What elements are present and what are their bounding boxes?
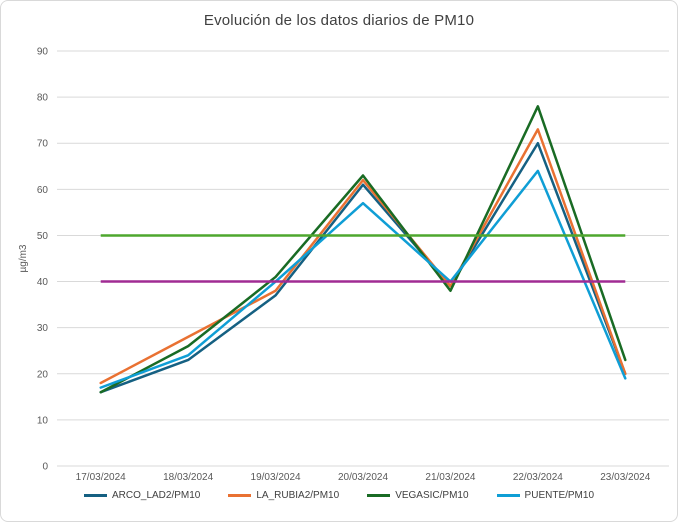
legend-label: ARCO_LAD2/PM10 — [111, 490, 201, 501]
legend-line-swatch-icon — [367, 494, 391, 497]
y-axis-tick-label: 0 — [42, 462, 48, 473]
x-axis-tick-label: 22/03/2024 — [513, 472, 563, 483]
legend-item-la-rubia2-pm10[interactable]: LA_RUBIA2/PM10 — [228, 490, 339, 501]
y-axis-tick-label: 20 — [37, 369, 49, 380]
legend-line-swatch-icon — [228, 494, 252, 497]
series-line-vegasic-pm10[interactable] — [99, 105, 627, 394]
y-axis-tick-label: 80 — [37, 93, 49, 104]
x-axis-tick-label: 19/03/2024 — [251, 472, 301, 483]
x-axis-tick-label: 20/03/2024 — [338, 472, 388, 483]
series-line-puente-pm10[interactable] — [99, 169, 627, 389]
x-axis-tick-label: 18/03/2024 — [163, 472, 213, 483]
series-line-la-rubia2-pm10[interactable] — [99, 128, 627, 385]
x-axis-tick-label: 23/03/2024 — [600, 472, 650, 483]
legend-label: PUENTE/PM10 — [524, 490, 595, 501]
legend-label: LA_RUBIA2/PM10 — [256, 490, 340, 501]
y-axis-tick-label: 50 — [37, 231, 49, 242]
y-axis-tick-label: 60 — [37, 185, 49, 196]
x-axis-tick-label: 17/03/2024 — [76, 472, 126, 483]
y-axis-tick-label: 40 — [37, 277, 49, 288]
chart-legend: ARCO_LAD2/PM10 LA_RUBIA2/PM10 VEGASIC/PM10… — [1, 490, 677, 501]
legend-line-swatch-icon — [83, 494, 107, 497]
legend-label: VEGASIC/PM10 — [395, 490, 469, 501]
x-axis-tick-label: 21/03/2024 — [425, 472, 475, 483]
y-axis-tick-label: 10 — [37, 415, 49, 426]
legend-item-puente-pm10[interactable]: PUENTE/PM10 — [496, 490, 595, 501]
y-axis-tick-label: 70 — [37, 139, 49, 150]
y-axis-tick-label: 30 — [37, 323, 49, 334]
series-line-arco-lad2-pm10[interactable] — [99, 141, 627, 394]
y-axis-tick-label: 90 — [37, 47, 49, 58]
legend-item-arco-lad2-pm10[interactable]: ARCO_LAD2/PM10 — [83, 490, 201, 501]
chart-title: Evolución de los datos diarios de PM10 — [203, 12, 475, 29]
legend-line-swatch-icon — [496, 494, 520, 497]
y-axis-title: µg/m3 — [18, 244, 29, 272]
legend-item-vegasic-pm10[interactable]: VEGASIC/PM10 — [367, 490, 469, 501]
